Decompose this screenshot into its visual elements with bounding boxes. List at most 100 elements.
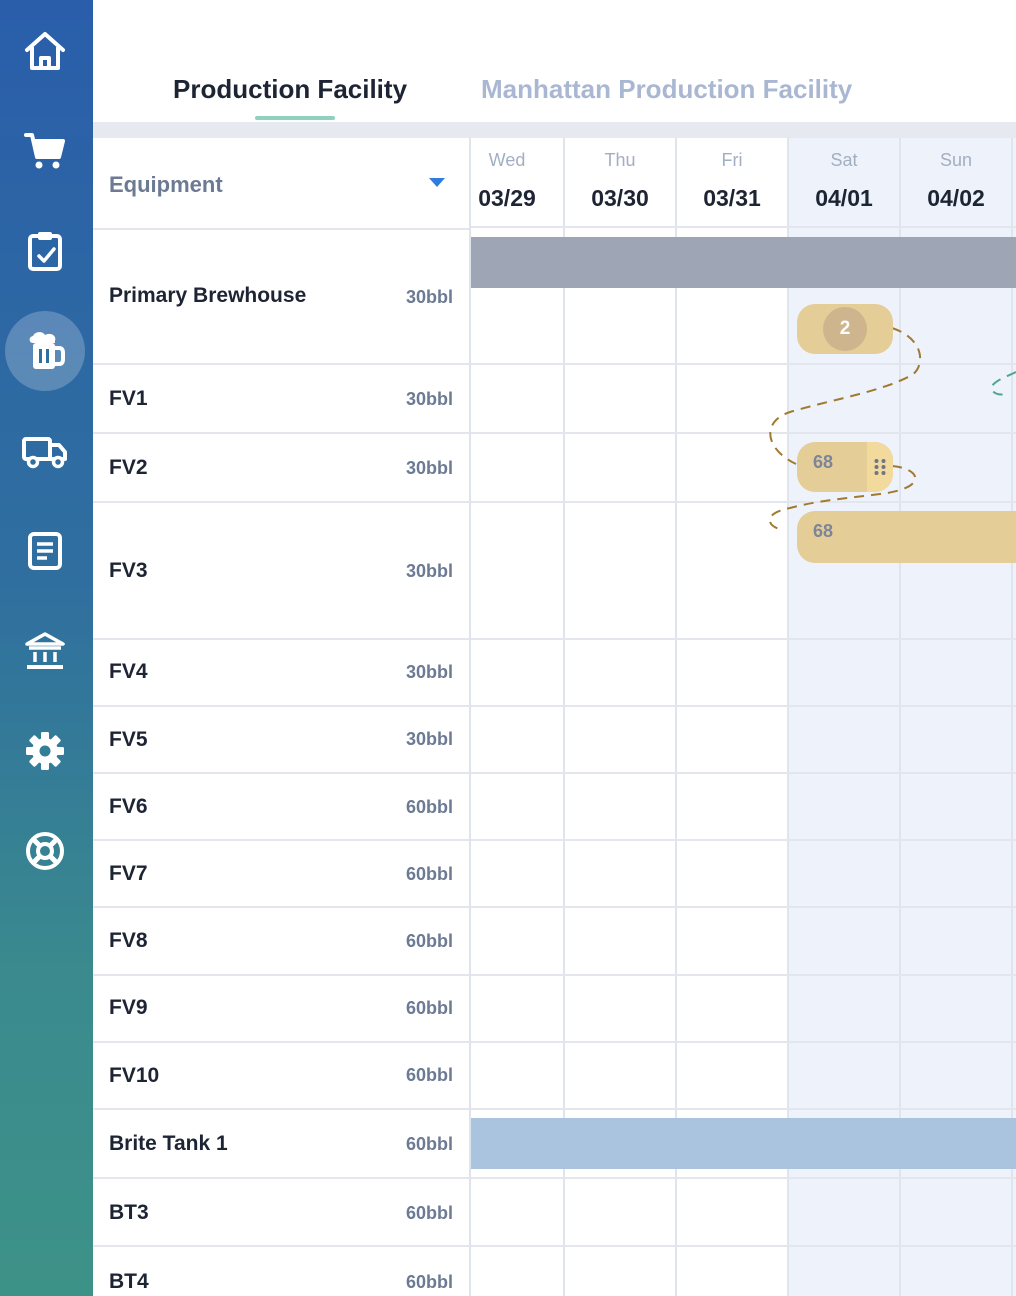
equipment-name: Brite Tank 1: [109, 1132, 228, 1155]
equipment-column-label: Equipment: [109, 172, 223, 197]
day-date: 03/29: [478, 185, 536, 211]
nav-orders[interactable]: [5, 111, 85, 191]
drag-dots-icon: [874, 459, 886, 475]
row-divider: [93, 638, 1016, 640]
row-divider: [93, 1177, 1016, 1179]
equipment-capacity: 60bbl: [405, 1272, 453, 1292]
batch-count-badge: 2: [823, 307, 867, 351]
nav-help[interactable]: [5, 811, 85, 891]
sidebar-nav: [0, 0, 93, 1296]
nav-shipping[interactable]: [5, 411, 85, 491]
active-tab-indicator: [255, 116, 335, 120]
day-header-sun: Sun 04/02: [901, 138, 1011, 228]
equipment-capacity: 60bbl: [405, 864, 453, 884]
row-divider: [93, 1041, 1016, 1043]
fv3-batch-bar[interactable]: 68: [797, 511, 1016, 563]
column-divider: [675, 138, 677, 1296]
batch-number: 68: [813, 521, 834, 541]
nav-production[interactable]: [5, 311, 85, 391]
equipment-capacity: 60bbl: [405, 797, 453, 817]
day-of-week: Wed: [488, 150, 526, 170]
equipment-name: FV8: [109, 929, 148, 952]
equipment-name: FV9: [109, 996, 148, 1019]
column-divider: [899, 138, 901, 1296]
truck-icon: [22, 437, 67, 469]
gear-icon: [26, 732, 64, 770]
day-of-week: Fri: [721, 150, 743, 170]
row-divider: [93, 772, 1016, 774]
equipment-capacity: 30bbl: [405, 729, 453, 749]
day-date: 04/02: [927, 185, 985, 211]
day-header-thu: Thu 03/30: [565, 138, 675, 228]
facility-tabs: Production Facility Manhattan Production…: [93, 36, 1016, 122]
equipment-name: FV10: [109, 1064, 160, 1087]
column-divider: [787, 138, 789, 1296]
nav-settings[interactable]: [5, 711, 85, 791]
tab-manhattan-production-facility[interactable]: Manhattan Production Facility: [481, 74, 853, 104]
day-date: 03/30: [591, 185, 649, 211]
day-date: 04/01: [815, 185, 873, 211]
row-divider: [93, 363, 1016, 365]
clipboard-check-icon: [28, 232, 62, 271]
document-icon: [28, 532, 62, 570]
equipment-name: FV3: [109, 559, 148, 582]
equipment-capacity: 30bbl: [405, 561, 453, 581]
equipment-capacity: 30bbl: [405, 389, 453, 409]
equipment-name: FV6: [109, 795, 148, 818]
brite-tank-occupied-bar[interactable]: [471, 1118, 1016, 1169]
equipment-capacity: 60bbl: [405, 931, 453, 951]
row-divider: [93, 974, 1016, 976]
cart-icon: [24, 133, 65, 169]
equipment-name: FV2: [109, 456, 148, 479]
home-icon: [25, 32, 65, 70]
row-divider: [93, 839, 1016, 841]
beer-mug-icon: [29, 332, 65, 369]
bank-icon: [25, 632, 65, 669]
day-of-week: Sun: [939, 150, 973, 170]
row-divider: [93, 906, 1016, 908]
day-date: 03/31: [703, 185, 761, 211]
equipment-capacity: 30bbl: [405, 287, 453, 307]
sort-dropdown-icon[interactable]: [429, 178, 445, 187]
equipment-capacity: 30bbl: [405, 662, 453, 682]
column-divider: [1011, 138, 1013, 1296]
day-of-week: Thu: [604, 150, 636, 170]
nav-finance[interactable]: [5, 611, 85, 691]
fv2-batch-pill[interactable]: 68: [797, 442, 893, 492]
equipment-capacity: 60bbl: [405, 1203, 453, 1223]
row-divider: [93, 705, 1016, 707]
row-divider: [93, 1108, 1016, 1110]
equipment-name: FV7: [109, 862, 148, 885]
day-of-week: Sat: [830, 150, 858, 170]
row-divider: [93, 501, 1016, 503]
equipment-column-divider: [469, 138, 471, 1296]
day-header-sat: Sat 04/01: [789, 138, 899, 228]
top-bar: [93, 0, 1016, 37]
equipment-capacity: 30bbl: [405, 458, 453, 478]
equipment-name: FV4: [109, 660, 148, 683]
tab-production-facility[interactable]: Production Facility: [173, 74, 408, 104]
nav-reports[interactable]: [5, 511, 85, 591]
equipment-header: Equipment: [93, 138, 470, 230]
equipment-capacity: 60bbl: [405, 1065, 453, 1085]
lifebuoy-icon: [26, 832, 64, 870]
equipment-name: BT4: [109, 1270, 149, 1293]
equipment-name: BT3: [109, 1201, 149, 1224]
day-header-fri: Fri 03/31: [677, 138, 787, 228]
column-divider: [563, 138, 565, 1296]
nav-home[interactable]: [5, 11, 85, 91]
brewhouse-occupied-bar[interactable]: [471, 237, 1016, 288]
batch-number: 68: [813, 452, 834, 472]
drag-handle[interactable]: [867, 442, 893, 492]
equipment-name: FV5: [109, 728, 148, 751]
equipment-name: Primary Brewhouse: [109, 284, 307, 307]
equipment-name: FV1: [109, 387, 148, 410]
day-header-wed: Wed 03/29: [471, 138, 543, 228]
row-divider: [93, 432, 1016, 434]
brewhouse-batch-pill[interactable]: 2: [797, 304, 893, 354]
header-divider: [471, 226, 1016, 228]
header-separator: [93, 122, 1016, 138]
nav-tasks[interactable]: [5, 211, 85, 291]
equipment-capacity: 60bbl: [405, 1134, 453, 1154]
equipment-capacity: 60bbl: [405, 998, 453, 1018]
